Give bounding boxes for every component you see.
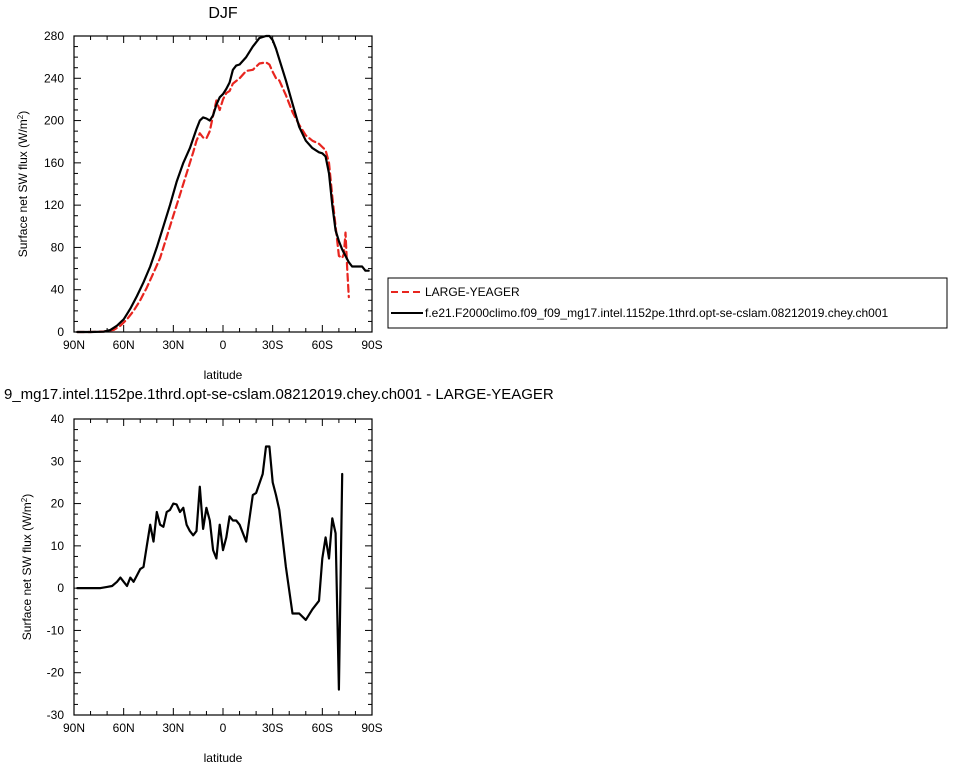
legend-label-model: f.e21.F2000climo.f09_f09_mg17.intel.1152… <box>425 306 889 320</box>
legend-label-large-yeager: LARGE-YEAGER <box>425 285 520 299</box>
y-tick-label: 0 <box>57 325 64 339</box>
legend: LARGE-YEAGER f.e21.F2000climo.f09_f09_mg… <box>387 277 948 329</box>
x-tick-label: 90S <box>361 338 382 352</box>
x-tick-label: 30S <box>262 338 283 352</box>
top-panel-series <box>76 34 370 334</box>
y-tick-label: 10 <box>51 539 65 553</box>
series-line-1-0 <box>76 445 344 691</box>
top-panel-frame <box>73 35 373 333</box>
y-tick-label: -20 <box>47 666 65 680</box>
y-tick-label: 80 <box>51 240 65 254</box>
series-line-0-0 <box>76 61 350 334</box>
legend-box <box>387 277 948 329</box>
y-tick-label: 160 <box>44 156 64 170</box>
x-tick-label: 90N <box>63 721 85 735</box>
bottom-panel-ticks <box>73 418 373 716</box>
x-tick-label: 60N <box>113 721 135 735</box>
top-panel-ticks <box>73 35 373 333</box>
bottom-panel-frame <box>73 418 373 716</box>
x-tick-label: 90N <box>63 338 85 352</box>
y-tick-label: -10 <box>47 623 65 637</box>
top-panel-title: DJF <box>208 5 238 22</box>
bottom-panel-x-tick-labels: 90N 60N 30N 0 30S 60S 90S <box>63 721 383 735</box>
y-tick-label: 20 <box>51 497 65 511</box>
top-panel: DJF Surface net SW flux (W/m2) latitude … <box>16 5 383 382</box>
y-tick-label: 120 <box>44 198 64 212</box>
bottom-panel-x-axis-label: latitude <box>204 751 243 765</box>
bottom-panel: 9_mg17.intel.1152pe.1thrd.opt-se-cslam.0… <box>4 386 554 765</box>
top-panel-y-axis-label: Surface net SW flux (W/m2) <box>16 111 30 257</box>
x-tick-label: 30N <box>162 721 184 735</box>
y-tick-label: 200 <box>44 114 64 128</box>
x-tick-label: 60N <box>113 338 135 352</box>
y-tick-label: 40 <box>51 283 65 297</box>
y-tick-label: 30 <box>51 454 65 468</box>
bottom-panel-y-tick-labels: -30 -20 -10 0 10 20 30 40 <box>47 412 65 722</box>
top-panel-x-tick-labels: 90N 60N 30N 0 30S 60S 90S <box>63 338 383 352</box>
top-panel-y-tick-labels: 0 40 80 120 160 200 240 280 <box>44 29 64 339</box>
bottom-panel-y-axis-label: Surface net SW flux (W/m2) <box>20 494 34 640</box>
y-tick-label: 0 <box>57 581 64 595</box>
x-tick-label: 30N <box>162 338 184 352</box>
y-tick-label: 280 <box>44 29 64 43</box>
x-tick-label: 60S <box>312 721 333 735</box>
y-tick-label: 240 <box>44 71 64 85</box>
x-tick-label: 60S <box>312 338 333 352</box>
series-line-0-1 <box>76 34 370 334</box>
bottom-panel-series <box>76 445 344 691</box>
top-panel-x-axis-label: latitude <box>204 368 243 382</box>
y-tick-label: 40 <box>51 412 65 426</box>
x-tick-label: 30S <box>262 721 283 735</box>
x-tick-label: 0 <box>220 721 227 735</box>
x-tick-label: 90S <box>361 721 382 735</box>
bottom-panel-title: 9_mg17.intel.1152pe.1thrd.opt-se-cslam.0… <box>4 386 554 403</box>
x-tick-label: 0 <box>220 338 227 352</box>
y-tick-label: -30 <box>47 708 65 722</box>
